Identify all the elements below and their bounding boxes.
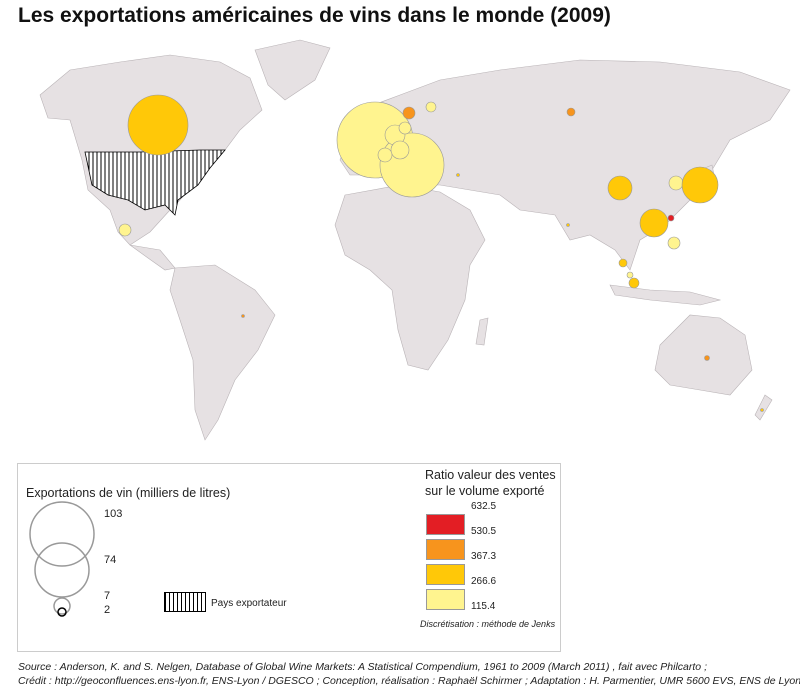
- size-value-2: 2: [104, 604, 111, 616]
- source-text: Source : Anderson, K. and S. Nelgen, Dat…: [18, 661, 707, 673]
- export-circle-australia: [704, 355, 710, 361]
- map-title: Les exportations américaines de vins dan…: [18, 4, 611, 27]
- exporter-swatch: [164, 592, 206, 612]
- size-value-103: 103: [104, 508, 123, 520]
- ratio-swatch-red: [426, 514, 465, 535]
- export-circle-thailand: [618, 258, 628, 268]
- usa-exporter-hatched: [84, 149, 226, 216]
- export-circle-cyprus: [456, 173, 460, 177]
- ratio-title-2: sur le volume exporté: [425, 484, 545, 498]
- legend: Exportations de vin (milliers de litres)…: [17, 463, 561, 652]
- export-circle-belgium: [390, 140, 410, 160]
- australia: [654, 314, 753, 396]
- export-circle-malaysia: [626, 271, 634, 279]
- size-value-74: 74: [104, 554, 117, 566]
- ratio-title-1: Ratio valeur des ventes: [425, 468, 556, 482]
- ratio-break-4: 115.4: [471, 601, 496, 612]
- size-value-7: 7: [104, 590, 111, 602]
- export-circle-france: [377, 147, 393, 163]
- export-circle-china: [607, 175, 633, 201]
- ratio-swatch-orange: [426, 539, 465, 560]
- new-zealand: [754, 394, 773, 421]
- africa: [334, 184, 486, 371]
- ratio-break-2: 367.3: [471, 551, 497, 562]
- export-circle-brazil: [241, 314, 245, 318]
- export-circle-philippines: [667, 236, 681, 250]
- export-circle-mexico: [118, 223, 132, 237]
- ratio-break-0: 632.5: [471, 501, 497, 512]
- export-circle-japan: [681, 166, 719, 204]
- export-circle-denmark: [398, 121, 412, 135]
- export-circle-russia: [566, 107, 576, 117]
- size-legend-circles: [29, 501, 95, 617]
- world-map: [39, 39, 791, 441]
- madagascar: [475, 317, 489, 346]
- south-america: [169, 264, 276, 441]
- indonesia: [609, 284, 722, 306]
- export-circle-canada: [127, 94, 189, 156]
- export-circle-new-zealand: [760, 408, 764, 412]
- method-note: Discrétisation : méthode de Jenks: [420, 619, 556, 629]
- export-circle-taiwan: [639, 208, 669, 238]
- export-circle-korea: [668, 175, 684, 191]
- export-circle-singapore: [628, 277, 640, 289]
- ratio-swatch-pale: [426, 589, 465, 610]
- credit-text: Crédit : http://geoconfluences.ens-lyon.…: [18, 675, 800, 687]
- export-circle-india: [566, 223, 570, 227]
- size-legend-title: Exportations de vin (milliers de litres): [26, 486, 231, 500]
- ratio-swatch-gold: [426, 564, 465, 585]
- export-circle-sweden: [402, 106, 416, 120]
- exporter-label: Pays exportateur: [211, 598, 287, 609]
- greenland: [254, 39, 331, 101]
- central-america: [129, 244, 176, 271]
- ratio-break-1: 530.5: [471, 526, 497, 537]
- ratio-break-3: 266.6: [471, 576, 497, 587]
- export-circle-finland: [425, 101, 437, 113]
- export-circle-hong-kong: [667, 214, 675, 222]
